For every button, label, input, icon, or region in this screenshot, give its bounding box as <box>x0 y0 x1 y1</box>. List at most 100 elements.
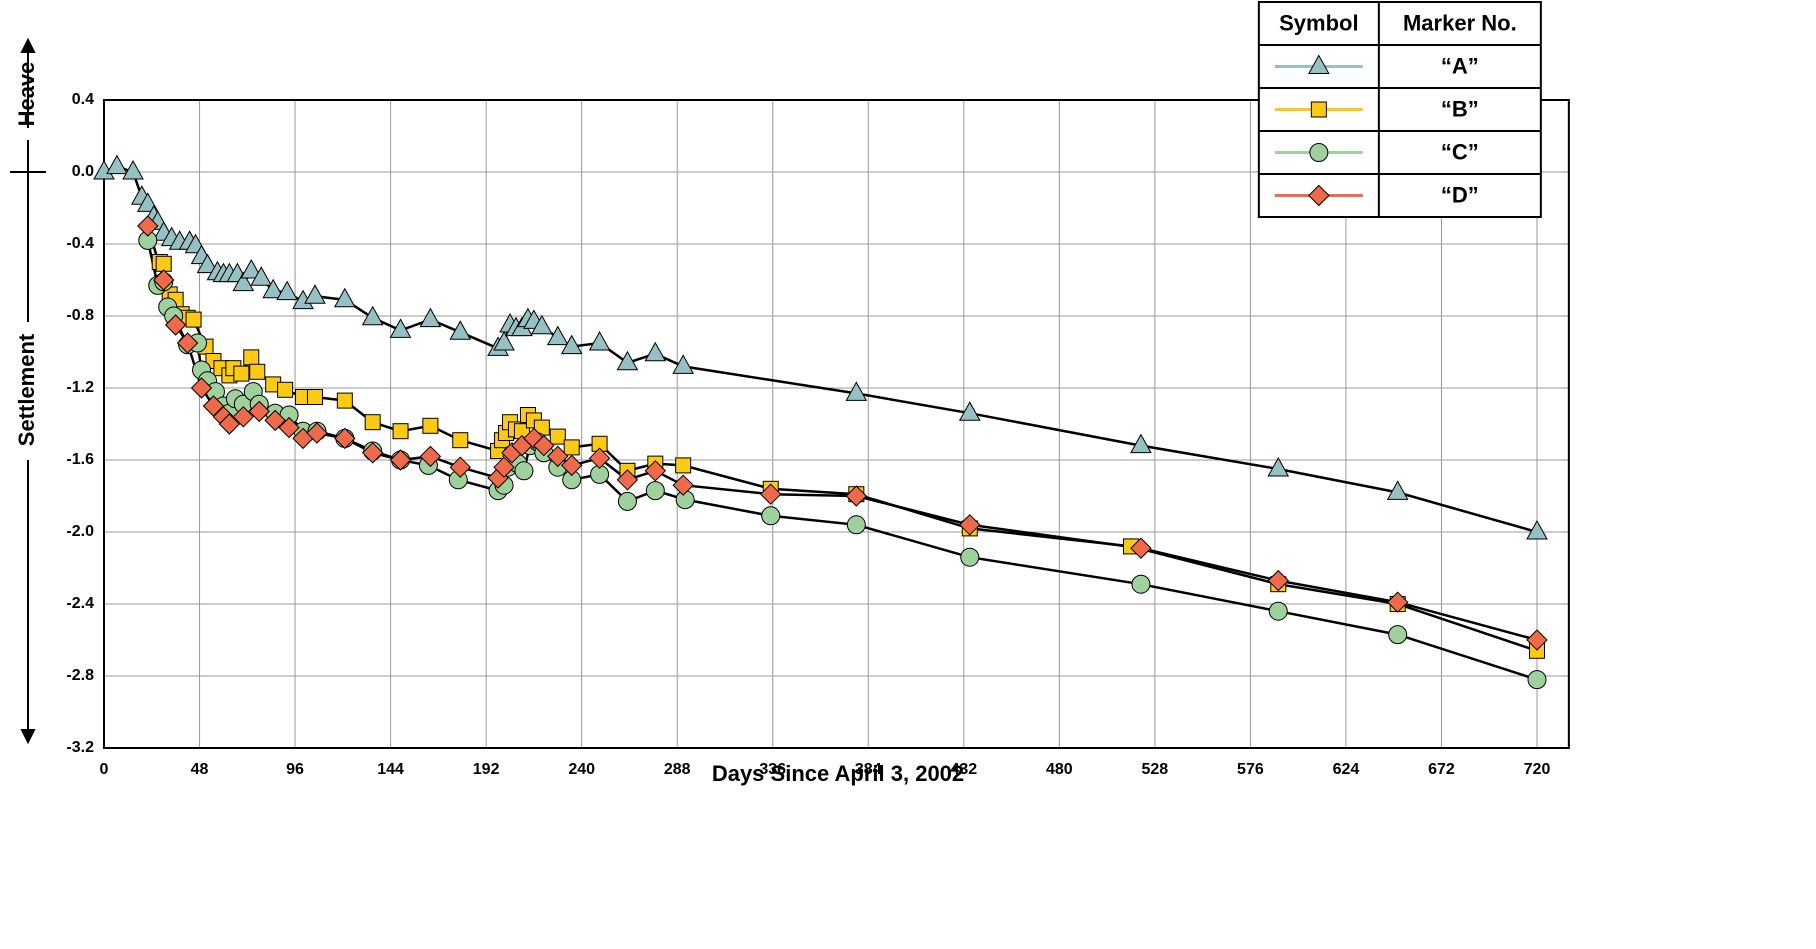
legend-swatch-marker <box>1309 143 1329 162</box>
data-point <box>389 318 412 338</box>
data-point <box>588 330 611 351</box>
data-point <box>240 258 263 279</box>
y-tick-label: -1.2 <box>66 379 94 396</box>
data-point <box>185 311 202 328</box>
data-point <box>334 427 356 450</box>
data-point <box>306 389 323 405</box>
data-point <box>1527 670 1547 690</box>
data-point <box>1130 537 1152 559</box>
x-tick-label: 192 <box>473 761 500 778</box>
data-point <box>1130 433 1152 454</box>
data-point <box>846 515 866 535</box>
data-point <box>336 392 353 409</box>
data-point <box>761 506 781 526</box>
y-tick-label: -0.4 <box>66 235 94 252</box>
data-point <box>1131 574 1151 594</box>
data-point <box>645 481 665 501</box>
data-point <box>218 413 241 435</box>
data-point <box>1268 601 1288 621</box>
data-point <box>249 363 266 380</box>
data-point <box>176 332 199 354</box>
data-point <box>1526 519 1548 540</box>
y-tick-label: -0.8 <box>66 307 94 324</box>
data-point <box>248 400 270 423</box>
data-point <box>278 416 300 439</box>
x-tick-label: 384 <box>855 761 882 778</box>
data-point <box>560 334 583 355</box>
data-point <box>1386 591 1409 613</box>
data-point <box>250 266 273 286</box>
y-axis-label-bottom: Settlement <box>14 333 39 446</box>
data-point <box>549 428 566 445</box>
x-axis-label: Days Since April 3, 2002 <box>712 761 964 786</box>
data-point <box>449 320 472 340</box>
x-tick-label: 48 <box>191 761 209 778</box>
data-point <box>243 349 260 366</box>
y-tick-label: -3.2 <box>66 739 94 756</box>
data-point <box>561 454 583 477</box>
data-point <box>306 422 328 444</box>
data-point <box>153 269 175 291</box>
legend-header: Marker No. <box>1403 10 1517 35</box>
x-tick-label: 672 <box>1428 761 1455 778</box>
data-point <box>361 442 384 464</box>
data-point <box>422 417 439 434</box>
data-point <box>959 514 981 536</box>
data-point <box>672 474 694 496</box>
x-tick-label: 624 <box>1333 761 1360 778</box>
series-line <box>146 225 1538 642</box>
data-point <box>277 381 294 398</box>
y-tick-label: -2.8 <box>66 667 94 684</box>
data-point <box>419 445 442 468</box>
data-point <box>452 432 469 449</box>
data-point <box>155 255 172 272</box>
data-point <box>1267 569 1289 592</box>
data-point <box>106 154 128 175</box>
x-tick-label: 528 <box>1142 761 1169 778</box>
x-tick-label: 96 <box>286 761 304 778</box>
data-point <box>617 491 637 511</box>
data-point <box>514 461 534 481</box>
x-tick-label: 240 <box>568 761 595 778</box>
data-point <box>616 469 639 491</box>
data-point <box>845 485 868 507</box>
y-tick-label: 0.4 <box>72 91 94 108</box>
data-point <box>493 330 515 351</box>
data-point <box>233 365 250 382</box>
data-point <box>392 423 409 440</box>
legend: Symbol Marker No. “A” “B” “C” “D” <box>1257 1 1542 218</box>
data-point <box>232 406 255 428</box>
data-point <box>190 377 213 399</box>
data-point <box>533 434 555 457</box>
data-point <box>672 354 695 374</box>
x-tick-label: 336 <box>759 761 786 778</box>
legend-label: “A” <box>1441 53 1479 78</box>
data-point <box>546 325 569 346</box>
data-point <box>960 547 980 567</box>
legend-swatch-marker <box>1310 101 1327 118</box>
y-tick-label: -2.0 <box>66 523 94 540</box>
data-point <box>958 401 981 421</box>
data-point <box>333 287 356 308</box>
series-line <box>103 165 1538 534</box>
data-point <box>361 305 384 326</box>
x-tick-label: 144 <box>377 761 404 778</box>
data-point <box>202 395 225 417</box>
legend-label: “D” <box>1441 182 1479 207</box>
x-tick-label: 432 <box>950 761 977 778</box>
x-tick-label: 0 <box>100 761 109 778</box>
legend-swatch-marker <box>1308 184 1330 207</box>
legend-header: Symbol <box>1279 10 1358 35</box>
data-point <box>1526 629 1548 651</box>
data-point <box>389 449 412 471</box>
data-point <box>1388 625 1408 645</box>
legend-swatch-marker <box>1307 54 1330 74</box>
x-tick-label: 720 <box>1524 761 1551 778</box>
data-point <box>531 314 553 335</box>
data-point <box>547 445 569 468</box>
data-point <box>304 284 326 304</box>
data-point <box>616 350 639 371</box>
data-point <box>493 456 515 478</box>
data-point <box>760 483 782 505</box>
